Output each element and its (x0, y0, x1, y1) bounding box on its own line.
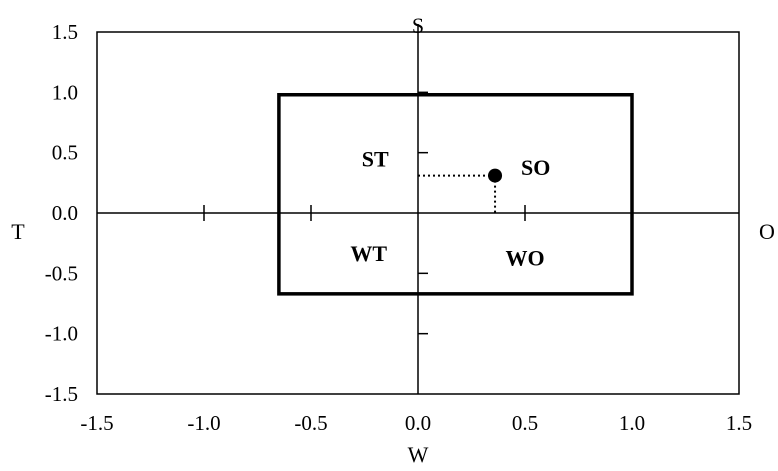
quadrant-label-wo: WO (505, 246, 544, 271)
axis-letter-top: S (412, 13, 424, 38)
y-tick-label: 1.0 (52, 80, 78, 104)
y-tick-label: -1.5 (45, 382, 78, 406)
y-tick-label: -0.5 (45, 261, 78, 285)
x-tick-label: 0.0 (405, 411, 431, 435)
quadrant-label-st: ST (362, 147, 389, 172)
axis-letter-left: T (11, 219, 25, 244)
quadrant-label-wt: WT (350, 241, 387, 266)
x-tick-label: 0.5 (512, 411, 538, 435)
region-rectangle (277, 92, 634, 296)
data-point (488, 168, 503, 183)
y-tick-label: 1.5 (52, 20, 78, 44)
y-tick-label: 0.5 (52, 141, 78, 165)
y-tick-label: 0.0 (52, 201, 78, 225)
x-tick-label: -1.5 (80, 411, 113, 435)
x-tick-label: 1.5 (726, 411, 752, 435)
axis-letter-bottom: W (408, 442, 429, 466)
x-tick-label: -0.5 (294, 411, 327, 435)
quadrant-label-so: SO (521, 155, 550, 180)
axis-letter-right: O (759, 219, 775, 244)
x-tick-label: 1.0 (619, 411, 645, 435)
y-tick-label: -1.0 (45, 322, 78, 346)
x-tick-label: -1.0 (187, 411, 220, 435)
